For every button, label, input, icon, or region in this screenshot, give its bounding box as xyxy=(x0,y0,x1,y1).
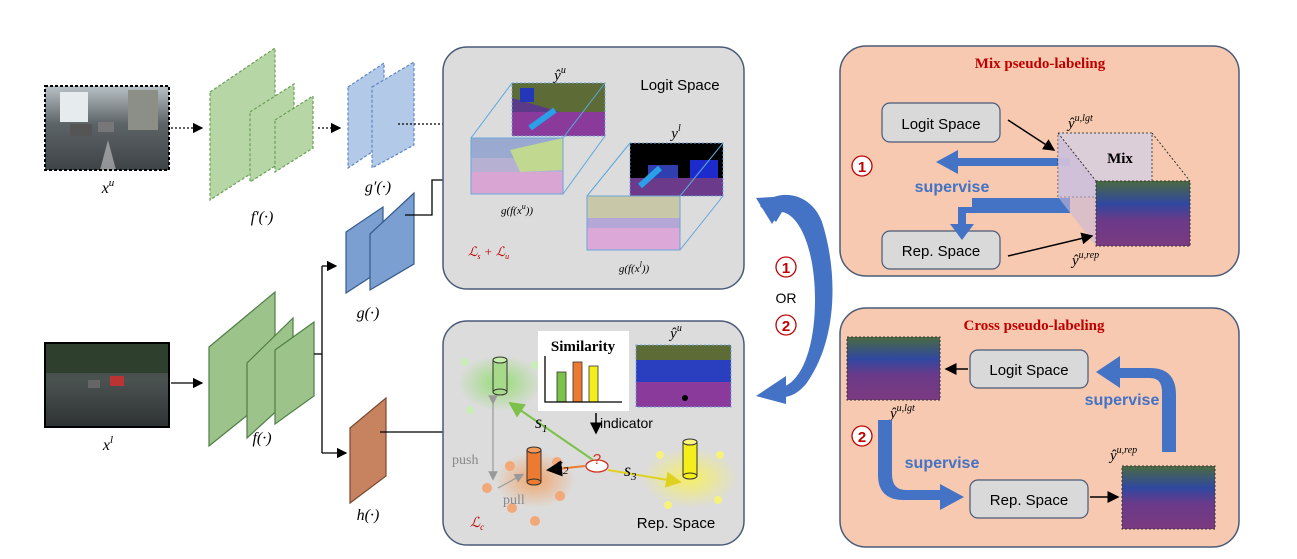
similarity-bar xyxy=(588,365,599,403)
cross-panel-title: Cross pseudo-labeling xyxy=(963,318,1105,334)
rep-space-title: Rep. Space xyxy=(637,515,715,532)
y-l-label: yl xyxy=(669,123,681,142)
label-labeled-image xyxy=(629,142,724,197)
s1-label: s1 xyxy=(535,412,548,435)
gfxl-label: g(f(xl)) xyxy=(619,260,650,275)
mix-number: 1 xyxy=(858,159,866,176)
g-prime-label: g′(·) xyxy=(365,179,391,196)
orange-prototype xyxy=(526,446,542,486)
arrow-head-bottom xyxy=(756,376,786,404)
pull-label: pull xyxy=(503,493,525,508)
f-prime-label: f′(·) xyxy=(251,209,274,226)
mix-rep-pred-label: ŷu,rep xyxy=(1070,250,1099,269)
f-label: f(·) xyxy=(252,430,271,447)
decoder-g-prime xyxy=(347,60,415,170)
indicator-label: indicator xyxy=(600,415,653,431)
rep-yhat-label: ŷu xyxy=(668,323,682,342)
rep-pred-image xyxy=(635,344,732,408)
option-one-badge xyxy=(775,256,797,278)
similarity-axes xyxy=(544,356,622,403)
cross-supervise-arrow-right xyxy=(1096,356,1176,452)
similarity-chart-bg xyxy=(538,331,629,411)
green-prototype xyxy=(492,356,508,396)
orange-points xyxy=(482,457,565,526)
logit-labeled-image xyxy=(586,195,681,251)
arrow-s1 xyxy=(508,401,594,461)
contrastive-loss-label: ℒc xyxy=(470,516,484,532)
pull-arrow xyxy=(497,473,525,489)
unlabeled-image xyxy=(44,85,170,171)
s2-label: s2 xyxy=(556,454,569,477)
mix-rep-box xyxy=(881,230,1001,270)
gfxu-label: g(f(xu)) xyxy=(501,202,533,217)
arrow-s2 xyxy=(546,460,586,477)
cross-rep-label: Rep. Space xyxy=(990,492,1068,509)
logit-cube-edges xyxy=(470,82,724,251)
s3-label: s3 xyxy=(624,460,637,483)
mix-arrow-logit xyxy=(1007,119,1056,151)
decoder-g xyxy=(345,191,415,295)
arrow-head-top xyxy=(756,196,790,224)
mix-lgt-label: ŷu,lgt xyxy=(1066,113,1093,132)
yellow-points xyxy=(656,451,724,509)
encoder-f-prime xyxy=(209,46,314,202)
cross-supervise-bottom-label: supervise xyxy=(905,455,980,472)
similarity-title: Similarity xyxy=(551,339,616,355)
cross-supervise-top-label: supervise xyxy=(1085,392,1160,409)
yhat-u-label: ŷu xyxy=(552,65,566,84)
mix-number-badge xyxy=(851,155,873,177)
logit-space-title: Logit Space xyxy=(640,77,719,94)
mix-supervise-label: supervise xyxy=(915,179,990,196)
encoder-f xyxy=(208,290,315,448)
option-two-badge xyxy=(775,314,797,336)
arrow-s3 xyxy=(607,469,682,488)
or-label: OR xyxy=(776,290,797,306)
similarity-bar xyxy=(572,361,583,403)
cross-rep-box xyxy=(969,479,1089,519)
curved-double-arrow xyxy=(760,194,833,398)
mix-supervise-arrow-top xyxy=(936,150,1070,174)
mix-logit-label: Logit Space xyxy=(901,116,980,133)
green-points xyxy=(461,358,539,414)
cross-lgt-label: ŷu,lgt xyxy=(888,403,915,422)
option-two: 2 xyxy=(782,318,790,335)
h-label: h(·) xyxy=(357,507,380,524)
unlabeled-input-label: xu xyxy=(101,177,115,197)
query-mark: ? xyxy=(593,451,601,468)
cross-supervise-arrow-left xyxy=(878,420,964,510)
query-point xyxy=(585,459,609,473)
cross-rep-pred-label: ŷu,rep xyxy=(1108,445,1137,464)
cross-rep-image xyxy=(1121,465,1216,530)
yellow-prototype xyxy=(682,438,698,480)
mix-cube xyxy=(1057,132,1191,247)
mix-arrow-rep xyxy=(1007,232,1094,257)
option-one: 1 xyxy=(782,260,790,277)
logit-loss-label: ℒs + ℒu xyxy=(468,244,509,261)
mix-rep-label: Rep. Space xyxy=(902,243,980,260)
cross-logit-box xyxy=(969,349,1089,389)
cross-logit-label: Logit Space xyxy=(989,362,1068,379)
mix-panel-title: Mix pseudo-labeling xyxy=(975,56,1106,72)
mix-logit-box xyxy=(881,102,1001,143)
labeled-input-label: xl xyxy=(102,434,113,454)
g-label: g(·) xyxy=(357,305,380,322)
cross-number: 2 xyxy=(858,429,866,446)
similarity-bar xyxy=(556,371,567,403)
labeled-image xyxy=(44,342,170,428)
mix-supervise-arrow-bottom xyxy=(950,198,1070,240)
cross-lgt-image xyxy=(846,336,941,401)
pred-unlabeled-image xyxy=(511,82,606,137)
branch-lines xyxy=(314,260,348,459)
mix-label: Mix xyxy=(1107,151,1133,167)
logit-unlabeled-image xyxy=(470,137,564,195)
cross-number-badge xyxy=(851,425,873,447)
projector-h xyxy=(349,396,387,505)
push-label: push xyxy=(452,453,478,468)
